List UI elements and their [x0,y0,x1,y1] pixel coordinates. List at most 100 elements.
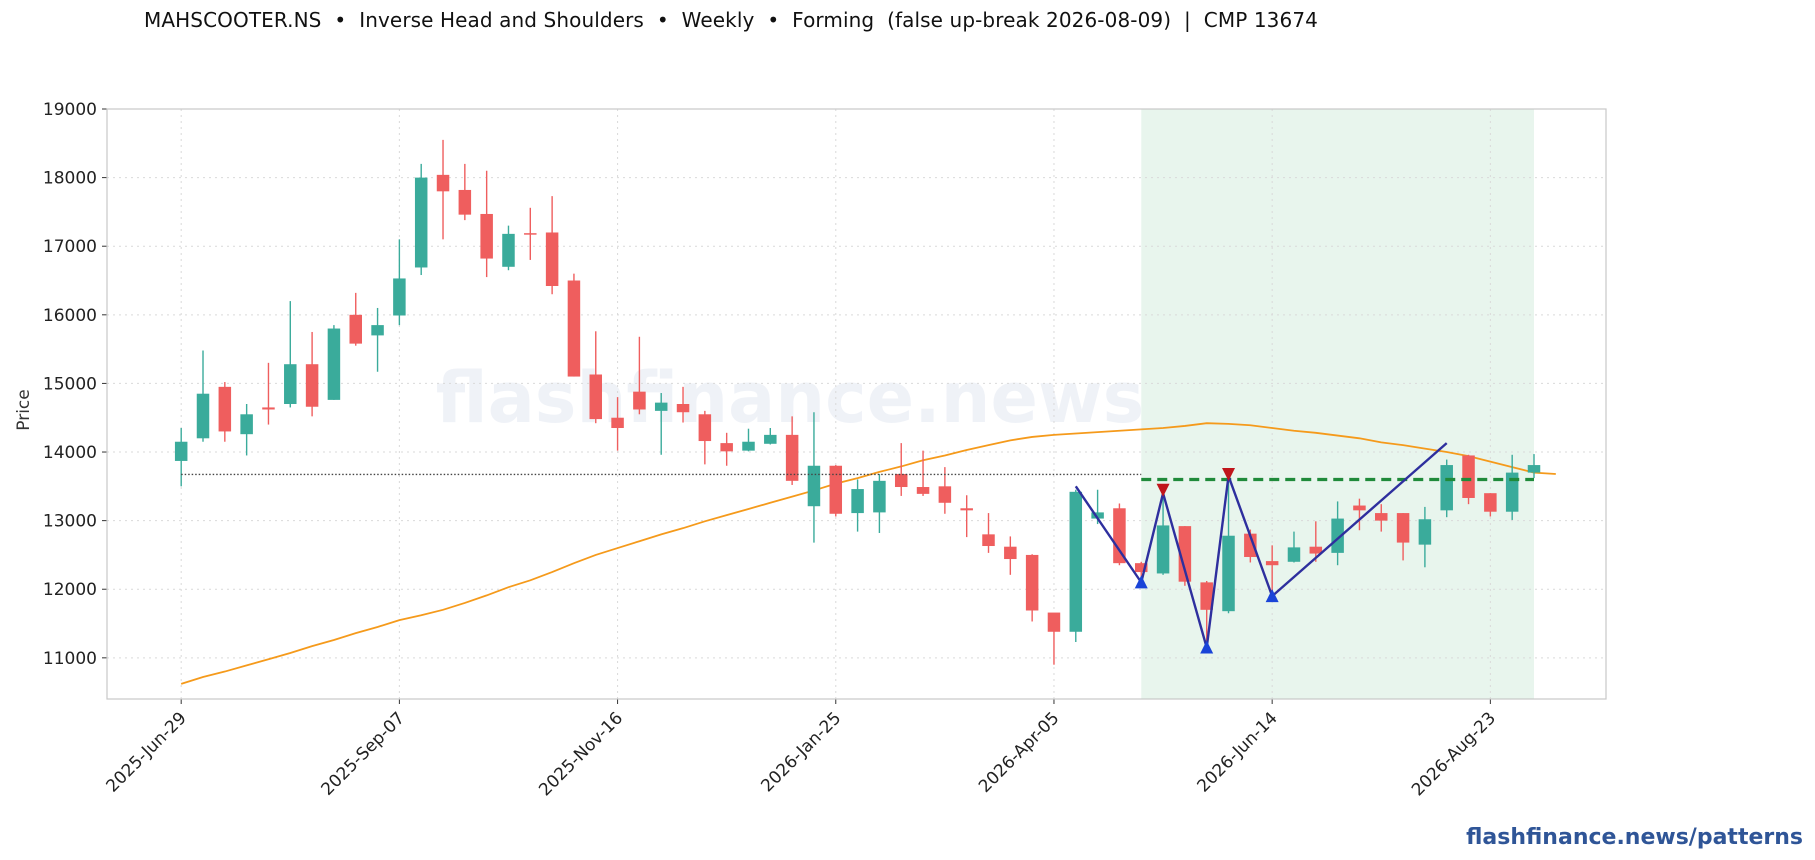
candle [524,207,537,260]
candle [785,416,799,485]
candle [1331,501,1344,566]
candle-body [654,402,668,411]
candle-body [1178,526,1192,582]
candle-body [633,391,646,410]
candle-body [1309,546,1323,554]
candle-body [545,232,559,286]
y-tick-label: 17000 [43,237,97,257]
candle [1484,493,1497,517]
y-tick-label: 14000 [43,443,97,463]
candle [1178,526,1192,586]
candle [1527,454,1541,479]
candle [633,336,646,415]
candle [1200,581,1213,646]
brand-link[interactable]: flashfinance.news/patterns [1466,825,1803,850]
x-tick-label: 2025-Nov-16 [535,708,627,800]
candle-body [262,407,275,410]
peak-marker [1222,467,1236,481]
candle [240,404,253,456]
candle-body [196,393,210,439]
candle [589,331,603,424]
y-tick-label: 16000 [43,306,97,326]
candle [1396,513,1410,561]
plot-frame [106,108,1607,700]
y-tick-label: 13000 [43,512,97,532]
watermark: flashfinance.news [436,357,1145,439]
candle [611,397,624,451]
candle-body [218,386,232,432]
candle-body [436,174,450,192]
candle-body [1396,513,1410,543]
candle-body [480,213,493,259]
candle-body [960,508,973,511]
candle-body [1505,472,1519,512]
candle [873,473,886,533]
candle [414,163,428,276]
candle-body [1069,491,1083,632]
candle-body [1091,512,1104,519]
candle-body [1200,582,1213,610]
candle [982,513,995,553]
candle-body [305,364,319,407]
chart-title: MAHSCOOTER.NS • Inverse Head and Shoulde… [144,8,1318,32]
candle [218,382,232,442]
candle-body [589,374,603,420]
candle [807,412,821,543]
candle [393,239,406,326]
candle [1353,498,1366,531]
candle-body [1113,508,1126,564]
candle [1287,531,1301,563]
candle-body [916,487,930,494]
candle-body [1047,612,1061,632]
candle [545,196,559,295]
y-tick-label: 18000 [43,169,97,189]
candle [284,301,297,408]
candles-layer [174,139,1541,665]
candle-body [742,441,755,451]
candle [480,170,493,278]
candle-body [458,189,472,215]
candle-body [611,417,624,429]
candle-body [1484,493,1497,512]
pattern-window-highlight [1141,109,1534,699]
candle [1113,503,1126,566]
candle-body [1004,546,1017,560]
candle [1222,476,1235,614]
candle-body [567,280,581,377]
candle [305,331,319,417]
candle [1418,506,1432,568]
candle-body [371,325,384,336]
candle-body [785,434,799,481]
candle [960,495,973,538]
candle [1309,521,1323,562]
candle-body [524,233,537,235]
candle-body [982,534,995,547]
candle [1047,612,1061,665]
candle-body [1287,547,1301,562]
candle-body [284,364,297,404]
candle-body [1134,563,1148,573]
candle [742,428,755,452]
candle [262,362,275,425]
candle [1505,454,1519,520]
candle [567,273,581,377]
x-tick-label: 2026-Jun-14 [1194,708,1282,796]
candle [1069,489,1083,643]
candle [1004,536,1017,575]
candle-body [327,328,341,400]
candle-body [174,441,188,461]
candle-body [349,314,362,344]
candle-body [676,404,690,413]
candle [829,465,843,517]
peak-marker [1156,483,1170,497]
trough-marker [1134,575,1148,589]
candle [196,350,210,442]
candle [327,325,341,400]
candle [349,292,362,346]
candle [371,307,384,372]
candle-body [1418,519,1432,545]
candle [458,163,472,221]
trough-marker [1200,640,1214,654]
x-tick-label: 2026-Aug-23 [1408,708,1500,800]
